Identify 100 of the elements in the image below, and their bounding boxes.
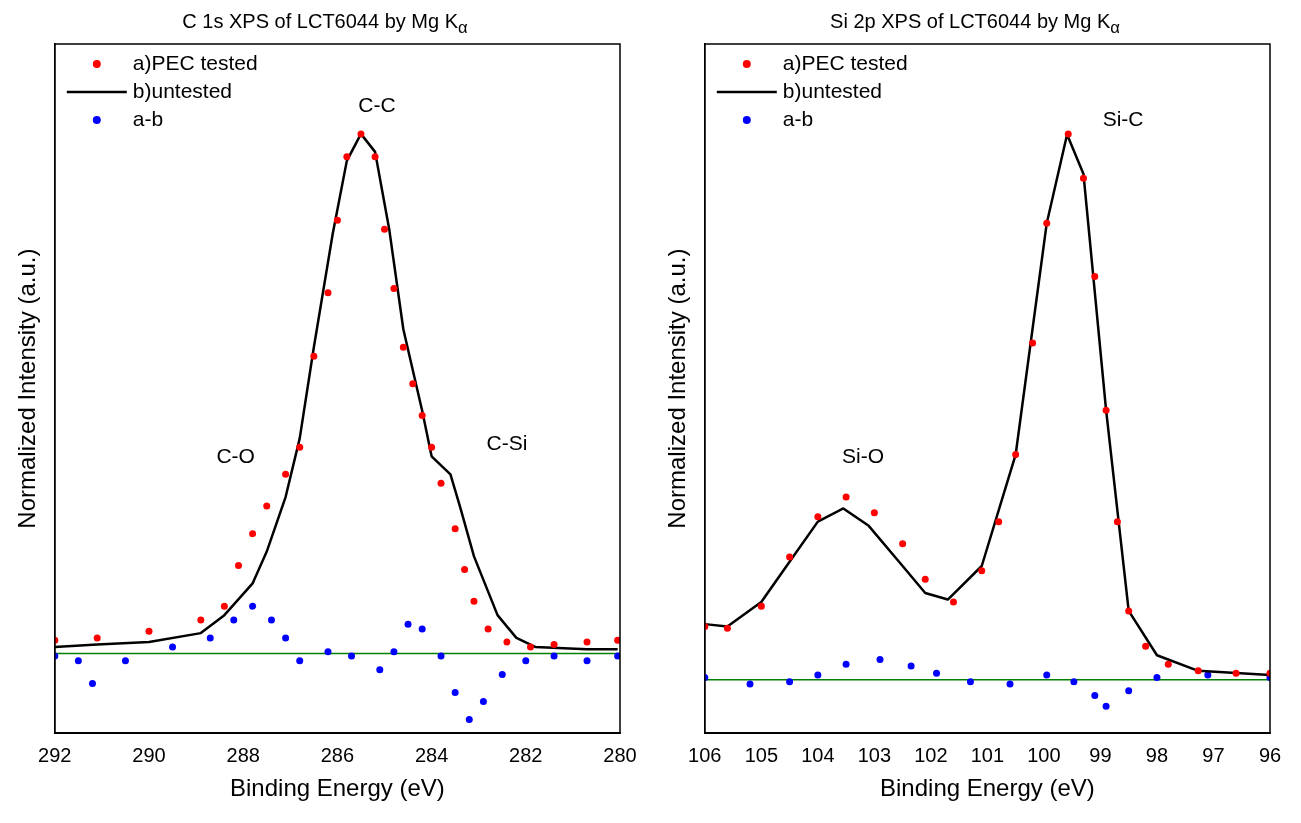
point [1043, 219, 1051, 227]
point [498, 670, 506, 678]
point [234, 561, 242, 569]
x-tick-label: 280 [603, 743, 637, 766]
x-tick-label: 288 [226, 743, 260, 766]
chart-title: C 1s XPS of LCT6044 by Mg K$_{α}$ [181, 9, 469, 38]
point [296, 443, 304, 451]
point [949, 598, 957, 606]
y-axis-title: Normalized Intensity (a.u.) [13, 248, 41, 529]
point [723, 624, 731, 632]
point [348, 652, 356, 660]
point [381, 225, 388, 233]
point [757, 602, 765, 610]
point [527, 643, 535, 651]
x-tick-label: 104 [801, 743, 835, 766]
point [842, 493, 850, 501]
x-tick-label: 292 [38, 743, 72, 766]
annotation: C-Si [486, 430, 528, 454]
point [296, 657, 304, 665]
annotation: Si-O [842, 444, 885, 468]
point [1232, 669, 1240, 677]
point [197, 616, 205, 624]
point [1091, 273, 1099, 281]
point [614, 636, 620, 644]
point [1091, 691, 1099, 699]
x-tick-label: 98 [1145, 743, 1169, 766]
x-tick-label: 96 [1258, 743, 1282, 766]
point [465, 715, 473, 723]
point [995, 518, 1003, 526]
point [437, 652, 445, 660]
x-axis-title: Binding Energy (eV) [230, 774, 445, 802]
point [1102, 406, 1110, 414]
x-tick-label: 101 [970, 743, 1005, 766]
point [966, 678, 974, 686]
point [870, 509, 878, 517]
point [1153, 673, 1161, 681]
point [814, 513, 822, 521]
point [1125, 607, 1133, 615]
x-tick-label: 286 [320, 743, 355, 766]
point [404, 620, 412, 628]
point [343, 153, 351, 161]
legend-label: a-b [132, 106, 164, 130]
point [876, 655, 884, 663]
point [550, 641, 558, 648]
point [470, 597, 478, 605]
point [522, 657, 530, 665]
point [267, 616, 275, 624]
x-tick-label: 284 [414, 743, 449, 766]
x-tick-label: 290 [132, 743, 166, 766]
point [1043, 671, 1051, 679]
x-axis-title: Binding Energy (eV) [880, 774, 1095, 802]
point [418, 625, 426, 633]
text: C-C [358, 92, 396, 116]
point [376, 666, 384, 674]
point [418, 412, 426, 420]
legend-label: b)untested [782, 78, 883, 102]
point [479, 697, 487, 705]
point [437, 479, 445, 487]
point [1194, 667, 1202, 675]
point [1142, 642, 1150, 650]
point [1164, 660, 1172, 668]
point [324, 648, 332, 656]
point [583, 657, 591, 665]
point [282, 470, 290, 478]
point [74, 657, 82, 665]
point [550, 652, 558, 660]
point [907, 662, 915, 670]
point [1102, 702, 1110, 710]
point [263, 502, 271, 510]
point [88, 679, 96, 687]
x-tick-label: 102 [914, 743, 948, 766]
point [1070, 678, 1078, 686]
x-tick-label: 106 [688, 743, 722, 766]
point [786, 553, 794, 561]
x-tick-label: 105 [744, 743, 779, 766]
point [249, 602, 257, 610]
point [93, 634, 101, 642]
chart-title: Si 2p XPS of LCT6044 by Mg K$_{α}$ [829, 9, 1121, 38]
point [786, 678, 794, 686]
point [333, 216, 341, 224]
point [978, 567, 986, 575]
point [409, 380, 417, 388]
point [933, 669, 941, 677]
point [484, 625, 492, 633]
point [428, 443, 436, 451]
point [1012, 451, 1020, 459]
point [1079, 174, 1087, 182]
point [371, 153, 379, 161]
point [310, 352, 318, 360]
point [121, 657, 129, 665]
legend-label: a)PEC tested [782, 50, 908, 74]
point [451, 688, 459, 696]
point [451, 525, 459, 533]
point [746, 680, 754, 688]
point [282, 634, 290, 642]
x-tick-label: 100 [1027, 743, 1061, 766]
point [814, 671, 822, 679]
point [842, 660, 850, 668]
point [324, 289, 332, 297]
point [357, 130, 365, 138]
